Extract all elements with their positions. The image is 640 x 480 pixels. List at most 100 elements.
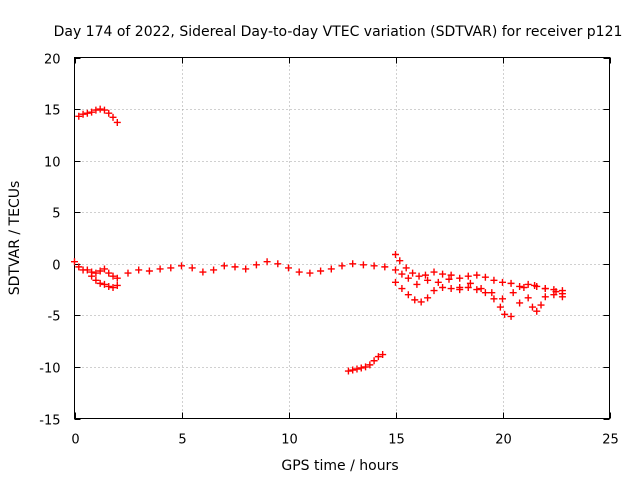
data-point: [109, 113, 117, 121]
data-point: [447, 285, 455, 293]
data-point: [404, 291, 412, 299]
data-point: [520, 284, 528, 292]
data-point: [109, 272, 117, 280]
data-point: [424, 276, 432, 284]
data-point: [306, 269, 314, 277]
data-point: [417, 298, 425, 306]
data-point: [357, 364, 365, 372]
data-point: [370, 357, 378, 365]
data-point: [392, 251, 399, 259]
data-point: [96, 279, 104, 287]
data-point: [199, 268, 207, 276]
data-point: [541, 293, 549, 301]
data-point: [370, 262, 378, 270]
y-tick-label: 5: [52, 207, 60, 222]
grid: [74, 57, 610, 419]
data-point: [381, 263, 389, 271]
data-point: [409, 269, 417, 277]
data-point: [499, 295, 506, 303]
data-point: [109, 284, 117, 292]
data-point: [456, 274, 464, 282]
data-point: [83, 266, 91, 274]
series-0: [75, 105, 121, 126]
data-point: [210, 266, 218, 274]
data-point: [509, 289, 517, 297]
data-point: [105, 269, 113, 277]
data-point: [447, 271, 455, 279]
data-point: [100, 280, 108, 288]
data-point: [105, 282, 113, 290]
y-tick-label: 0: [52, 259, 60, 274]
data-point: [92, 269, 100, 277]
y-tick-label: -5: [48, 310, 61, 325]
data-point: [349, 366, 357, 374]
x-tick-label: 5: [178, 433, 186, 448]
data-point: [516, 282, 524, 290]
data-point: [501, 310, 509, 318]
series-1: [71, 258, 566, 303]
data-point: [430, 268, 438, 276]
y-tick-label: 15: [44, 104, 61, 119]
data-point: [242, 265, 250, 273]
plot-frame: [74, 57, 610, 419]
data-point: [496, 303, 504, 311]
data-point: [96, 105, 104, 113]
data-point: [252, 261, 260, 269]
data-point: [392, 278, 399, 286]
data-point: [392, 266, 399, 274]
data-point: [124, 269, 132, 277]
data-point: [75, 112, 83, 120]
data-point: [558, 293, 566, 301]
data-point: [295, 268, 303, 276]
tick-labels: 0 5 10 15 20 25 -15 -10 -5 0 5 10 15 20: [39, 53, 619, 448]
data-point: [415, 272, 423, 280]
data-point: [100, 265, 108, 273]
data-point: [411, 296, 419, 304]
data-point: [231, 263, 239, 271]
data-point: [113, 281, 121, 289]
data-point: [178, 262, 185, 270]
data-point: [464, 272, 472, 280]
data-point: [145, 267, 153, 275]
y-tick-label: 10: [44, 156, 61, 171]
data-point: [413, 280, 421, 288]
data-point: [83, 109, 91, 117]
data-point: [100, 106, 108, 114]
x-tick-label: 0: [71, 433, 79, 448]
data-point: [75, 263, 83, 271]
data-point: [421, 271, 429, 279]
data-point: [499, 278, 506, 286]
data-point: [92, 276, 100, 284]
data-point: [550, 286, 558, 294]
data-point: [490, 276, 498, 284]
data-point: [96, 267, 104, 275]
x-axis-label: GPS time / hours: [281, 458, 398, 474]
data-point: [167, 264, 175, 272]
data-points: [71, 105, 566, 375]
data-point: [466, 279, 474, 287]
data-point: [524, 280, 532, 288]
data-point: [445, 275, 453, 283]
data-point: [359, 261, 367, 269]
data-point: [353, 365, 361, 373]
data-point: [338, 262, 346, 270]
data-point: [558, 287, 566, 295]
data-point: [439, 270, 447, 278]
data-point: [274, 260, 282, 268]
tick-marks: [74, 57, 611, 420]
data-point: [430, 287, 438, 295]
data-point: [490, 295, 498, 303]
data-point: [473, 286, 481, 294]
data-point: [507, 312, 515, 320]
data-point: [402, 264, 410, 272]
data-point: [366, 361, 374, 369]
data-point: [488, 289, 496, 297]
data-point: [344, 367, 352, 375]
x-tick-label: 10: [281, 433, 298, 448]
data-point: [439, 284, 447, 292]
data-point: [379, 351, 387, 359]
data-point: [113, 118, 121, 126]
data-point: [477, 285, 485, 293]
data-point: [135, 266, 143, 274]
